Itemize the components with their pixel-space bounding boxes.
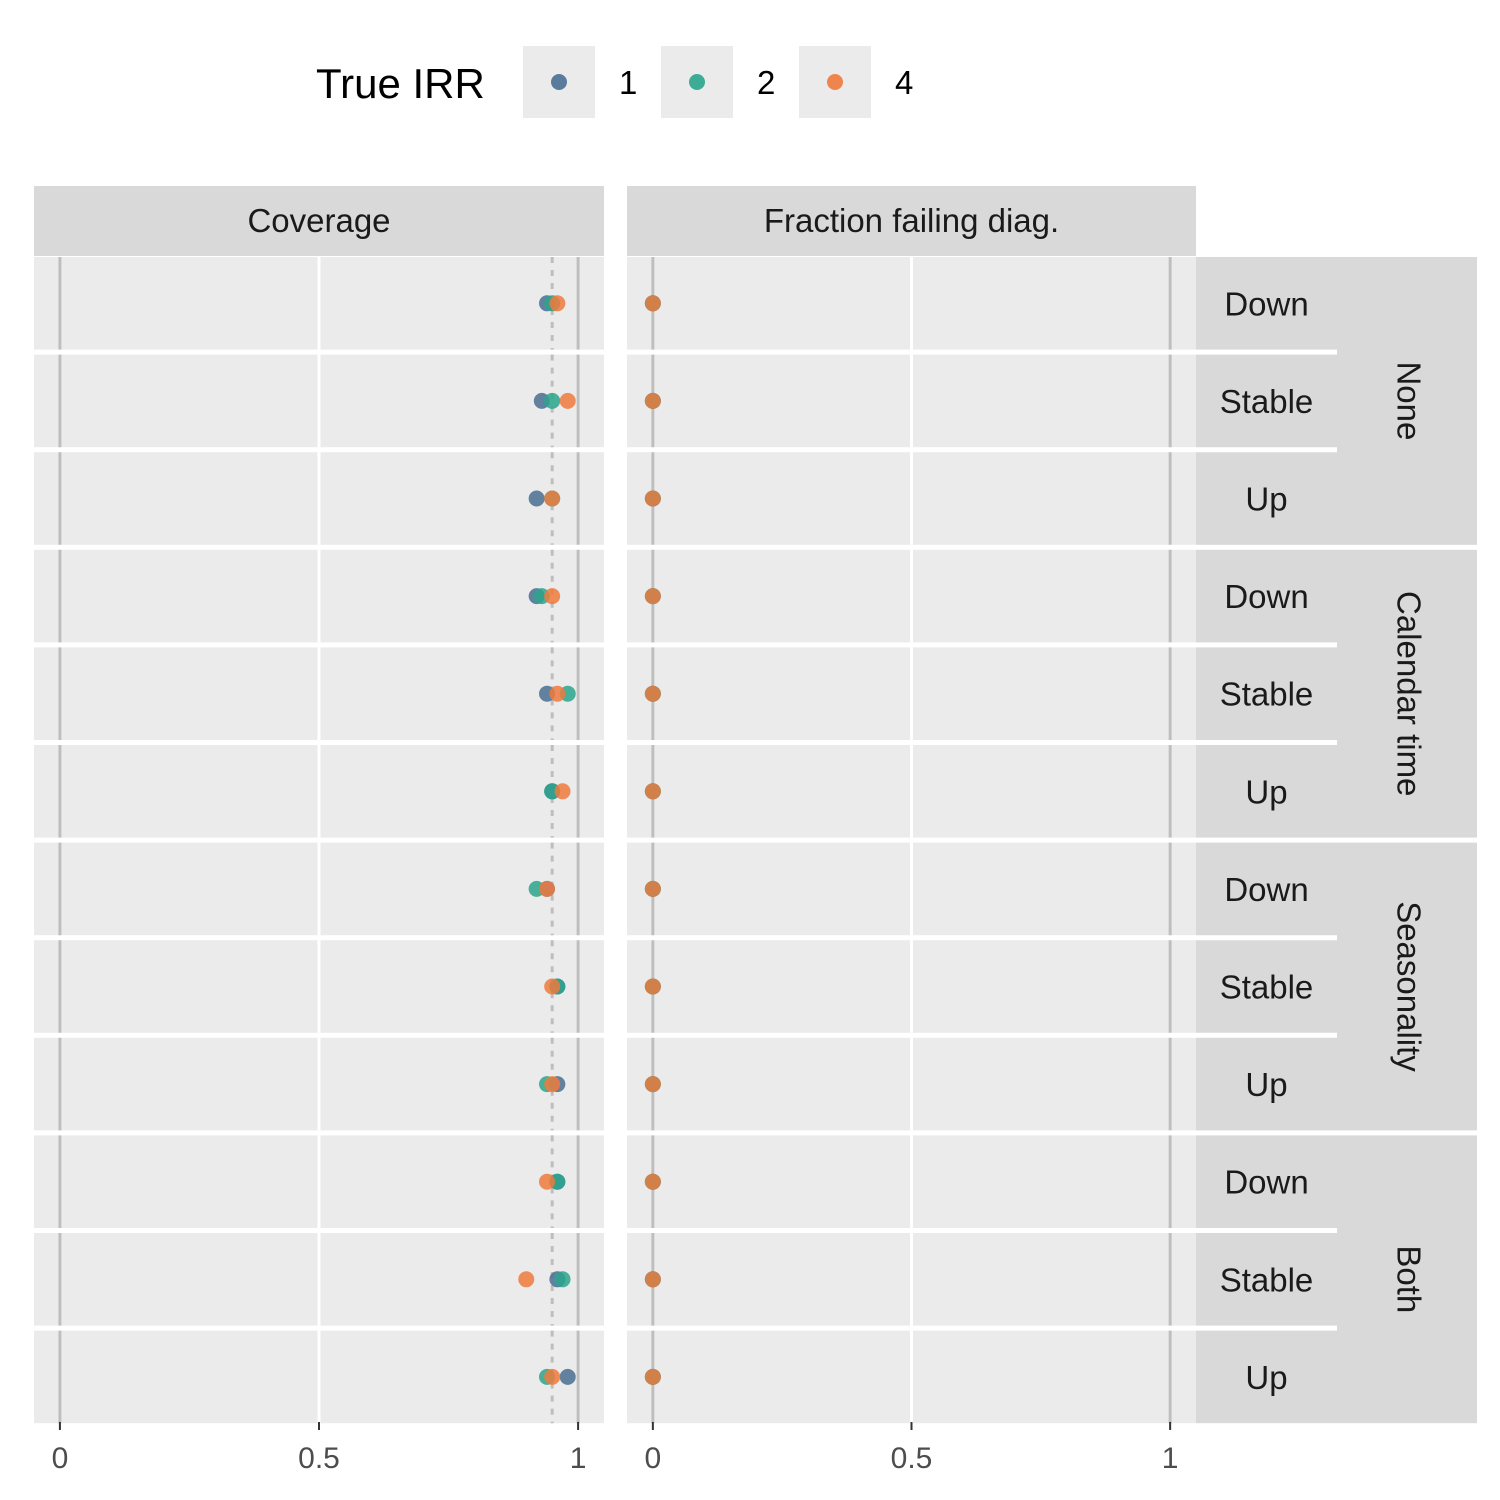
legend-key-dot	[551, 74, 567, 90]
data-point	[544, 1076, 561, 1093]
row-strip-label: Stable	[1220, 383, 1314, 420]
x-tick-label: 1	[1162, 1442, 1179, 1475]
data-point	[549, 685, 566, 702]
data-point	[544, 1368, 561, 1385]
row-group-label: Calendar time	[1391, 591, 1428, 796]
x-tick-label: 1	[570, 1442, 587, 1475]
row-strip-label: Down	[1224, 871, 1308, 908]
x-tick-label: 0	[52, 1442, 69, 1475]
data-point	[539, 1173, 555, 1190]
data-point	[644, 1076, 661, 1093]
data-point	[554, 1271, 571, 1288]
row-strip-label: Up	[1245, 1066, 1287, 1103]
data-point	[544, 978, 561, 995]
row-strip-label: Up	[1245, 1359, 1287, 1396]
data-point	[559, 392, 576, 409]
row-group-label: Seasonality	[1391, 901, 1428, 1072]
row-group-strip	[1196, 257, 1477, 545]
data-point	[559, 1368, 576, 1385]
data-point	[644, 295, 661, 312]
x-tick-label: 0.5	[298, 1442, 340, 1475]
row-group-strip	[1196, 549, 1477, 838]
data-point	[549, 295, 566, 312]
row-strip-label: Down	[1224, 1164, 1308, 1201]
legend-title: True IRR	[316, 60, 485, 107]
row-strip-label: Stable	[1220, 676, 1314, 713]
data-point	[518, 1271, 535, 1288]
row-strip-label: Stable	[1220, 1261, 1314, 1298]
data-point	[644, 685, 661, 702]
column-strip	[34, 186, 604, 256]
row-group-label: None	[1391, 361, 1428, 440]
row-strip-label: Down	[1224, 578, 1308, 615]
data-point	[644, 1173, 661, 1190]
legend-label: 1	[619, 64, 637, 101]
row-group: Down Stable Up Calendar time	[1196, 549, 1477, 838]
row-group: Down Stable Up None	[1196, 257, 1477, 545]
data-point	[644, 1368, 661, 1385]
row-strip-label: Up	[1245, 773, 1287, 810]
row-group-label: Both	[1391, 1245, 1428, 1313]
row-group-strip	[1196, 842, 1477, 1131]
data-point	[544, 392, 561, 409]
data-point	[554, 783, 571, 800]
legend-key-dot	[689, 74, 705, 90]
data-point	[644, 978, 661, 995]
data-point	[544, 490, 561, 507]
x-tick-label: 0.5	[891, 1442, 933, 1475]
panel: Coverage 0 0.5 1	[34, 186, 604, 1475]
row-group-strip	[1196, 1135, 1477, 1424]
row-strip-label: Stable	[1220, 969, 1314, 1006]
panel: Fraction failing diag. 0 0.5 1	[627, 186, 1196, 1475]
x-tick-label: 0	[645, 1442, 662, 1475]
row-strip-label: Down	[1224, 285, 1308, 322]
data-point	[644, 588, 661, 605]
row-group: Down Stable Up Seasonality	[1196, 842, 1477, 1131]
legend: True IRR 1 2 4	[316, 46, 913, 118]
data-point	[644, 392, 661, 409]
data-point	[544, 588, 561, 605]
row-strip-label: Up	[1245, 481, 1287, 518]
data-point	[644, 1271, 661, 1288]
data-point	[539, 880, 555, 897]
legend-label: 2	[757, 64, 775, 101]
data-point	[644, 490, 661, 507]
row-group: Down Stable Up Both	[1196, 1135, 1477, 1424]
legend-label: 4	[895, 64, 913, 101]
column-strip-label: Coverage	[247, 202, 390, 239]
data-point	[528, 490, 545, 507]
column-strip	[627, 186, 1196, 256]
data-point	[644, 880, 661, 897]
column-strip-label: Fraction failing diag.	[764, 202, 1059, 239]
data-point	[644, 783, 661, 800]
legend-key-dot	[827, 74, 843, 90]
